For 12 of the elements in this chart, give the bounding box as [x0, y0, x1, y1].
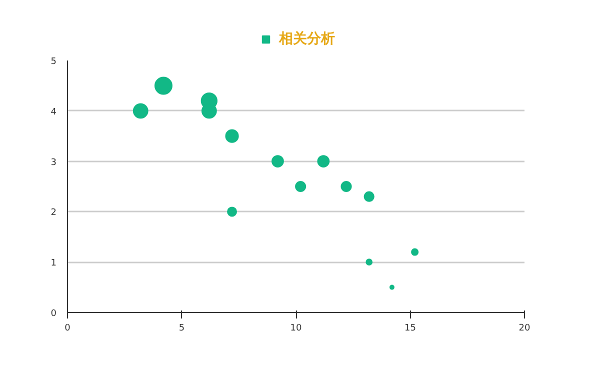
x-tick-label: 15: [404, 324, 416, 334]
y-tick-label: 0: [50, 309, 57, 319]
x-tick-label: 20: [518, 324, 530, 334]
y-tick-label: 2: [50, 208, 57, 218]
legend-label: 相关分析: [279, 30, 335, 48]
x-tick-label: 0: [64, 324, 71, 334]
x-tick-label: 5: [178, 324, 185, 334]
y-tick-label: 3: [50, 158, 57, 168]
x-tick-label: 10: [290, 324, 302, 334]
y-tick-label: 5: [50, 57, 57, 67]
y-tick-label: 4: [50, 107, 57, 118]
y-tick-label: 1: [50, 258, 57, 269]
